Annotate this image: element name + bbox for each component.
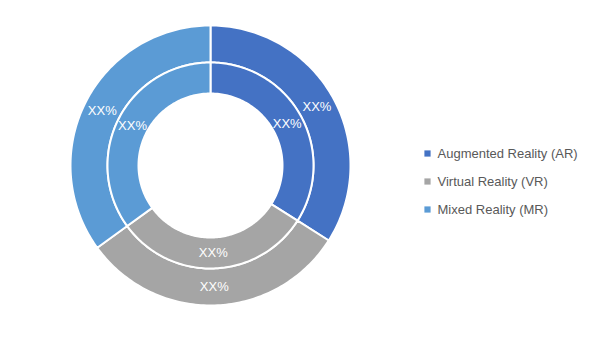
svg-text:XX%: XX% [199,245,228,260]
svg-text:XX%: XX% [273,116,302,131]
svg-text:Mixed Reality (MR): Mixed Reality (MR) [438,202,549,217]
svg-text:Virtual Reality (VR): Virtual Reality (VR) [438,174,548,189]
svg-text:XX%: XX% [303,99,332,114]
svg-text:XX%: XX% [118,118,147,133]
svg-text:XX%: XX% [88,103,117,118]
svg-text:Augmented Reality (AR): Augmented Reality (AR) [438,146,578,161]
svg-text:XX%: XX% [200,279,229,294]
